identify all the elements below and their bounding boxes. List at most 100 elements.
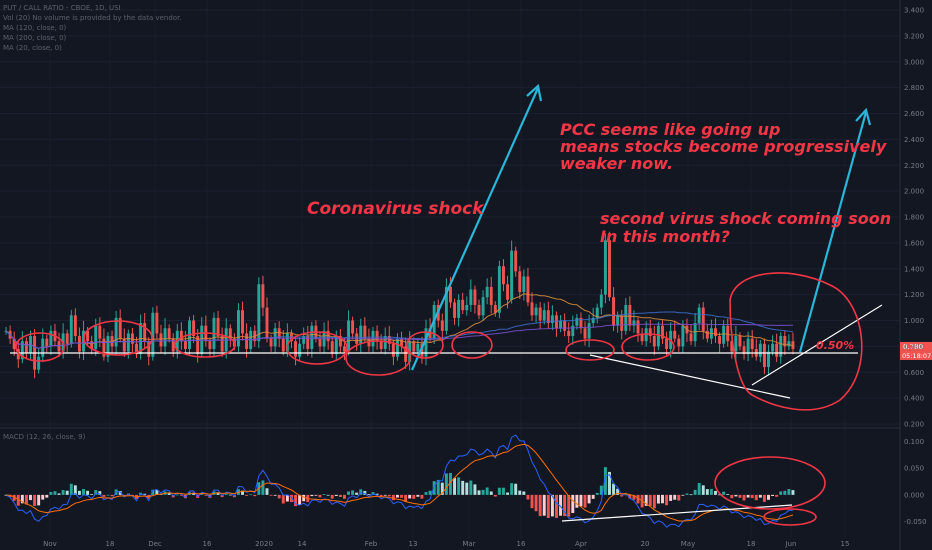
macd-histogram-bar: [359, 489, 363, 495]
macd-histogram-bar: [375, 493, 379, 495]
macd-histogram-bar: [485, 487, 489, 495]
candle-body: [469, 289, 473, 305]
candle-body: [269, 338, 273, 347]
candle-body: [599, 294, 603, 308]
macd-histogram-bar: [310, 494, 314, 497]
price-tick-label: 1.000: [904, 317, 924, 325]
macd-histogram-bar: [61, 490, 65, 495]
candle-body: [400, 338, 404, 347]
macd-histogram-bar: [697, 483, 701, 495]
macd-line: [5, 434, 794, 528]
macd-histogram-bar: [448, 472, 452, 495]
candle-body: [579, 317, 583, 329]
price-tick-label: 1.600: [904, 239, 924, 247]
candle-body: [497, 266, 501, 313]
candle-body: [595, 307, 599, 318]
ma-120-label[interactable]: MA (120, close, 0): [3, 24, 67, 32]
macd-histogram-bar: [192, 492, 196, 495]
macd-histogram-bar: [285, 494, 289, 502]
macd-histogram-bar: [53, 491, 57, 495]
candle-body: [383, 336, 387, 349]
candle-body: [102, 338, 106, 357]
macd-histogram-bar: [302, 494, 306, 502]
candle-body: [126, 333, 130, 352]
candle-body: [428, 328, 432, 339]
candle-body: [701, 307, 705, 331]
macd-histogram-bar: [273, 494, 277, 496]
macd-histogram-bar: [587, 494, 591, 504]
candle-body: [775, 343, 779, 357]
arrow-second-shock: [798, 107, 872, 353]
candle-body: [697, 307, 701, 324]
macd-histogram-bar: [216, 492, 220, 495]
time-axis[interactable]: Nov 18 Dec 16 2020 14 Feb 13 Mar 16 Apr 20 May 18 Jun 1…: [43, 540, 849, 548]
macd-histogram-bar: [444, 473, 448, 495]
price-tick-label: 0.600: [904, 369, 924, 377]
candle-body: [183, 341, 187, 349]
macd-histogram-bar: [612, 483, 616, 495]
ma-200-label[interactable]: MA (200, close, 0): [3, 34, 67, 42]
candle-body: [791, 341, 795, 349]
ma-20-label[interactable]: MA (20, close, 0): [3, 44, 62, 52]
price-axis[interactable]: 3.400 3.200 3.000 2.800 2.600 2.400 2.200 2.000…: [904, 7, 924, 429]
macd-histogram-bar: [579, 494, 583, 507]
macd-histogram-bar: [555, 494, 558, 518]
candle-body: [24, 341, 28, 353]
ma-200-line: [5, 323, 793, 349]
candle-body: [86, 330, 90, 342]
macd-histogram-bar: [730, 494, 734, 499]
macd-histogram-bar: [82, 488, 85, 495]
macd-histogram-bar: [477, 490, 481, 495]
macd-histogram-bar: [758, 494, 762, 498]
price-tick-label: 0.800: [904, 343, 924, 351]
candle-body: [656, 325, 660, 347]
macd-histogram-bar: [526, 494, 530, 500]
macd-histogram-bar: [685, 493, 689, 495]
candle-body: [82, 330, 85, 352]
candle-body: [567, 330, 571, 337]
candle-body: [171, 338, 175, 352]
candle-body: [787, 341, 791, 347]
volume-label[interactable]: Vol (20) No volume is provided by the da…: [3, 14, 182, 22]
candle-body: [493, 304, 497, 313]
macd-histogram-bar: [689, 494, 693, 496]
symbol-label[interactable]: PUT / CALL RATIO - CBOE, 1D, USI: [3, 4, 121, 12]
time-tick-label: 2020: [255, 540, 273, 548]
macd-histogram-bar: [514, 483, 518, 495]
macd-histogram-bar: [432, 481, 436, 495]
macd-axis[interactable]: 0.100 0.050 0.000 -0.050: [904, 438, 927, 526]
macd-histogram-bar: [241, 490, 244, 495]
macd-histogram-bar: [334, 494, 338, 497]
macd-histogram-bar: [599, 485, 603, 495]
candle-body: [424, 328, 428, 357]
macd-histogram-bar: [342, 494, 346, 499]
candle-body: [608, 240, 611, 298]
candle-body: [616, 315, 620, 326]
candle-body: [758, 343, 762, 357]
macd-histogram-bar: [412, 494, 416, 499]
macd-histogram-bar: [457, 477, 461, 495]
candle-body: [677, 338, 681, 347]
candle-body: [159, 333, 163, 347]
macd-legend[interactable]: MACD (12, 26, close, 9): [3, 433, 86, 441]
candle-body: [94, 325, 98, 349]
macd-histogram-bar: [522, 491, 526, 495]
candle-body: [542, 310, 546, 321]
candle-body: [591, 317, 595, 324]
macd-histogram-bar: [45, 494, 49, 498]
time-tick-label: 15: [841, 540, 850, 548]
candle-body: [506, 284, 510, 300]
candle-body: [363, 325, 367, 339]
candle-body: [624, 304, 628, 331]
macd-histogram-bar: [420, 494, 424, 499]
macd-histogram-bar: [714, 490, 717, 495]
macd-histogram-bar: [326, 494, 330, 496]
candle-body: [289, 333, 293, 342]
macd-histogram-bar: [469, 480, 473, 495]
candle-body: [236, 310, 240, 347]
macd-histogram-bar: [436, 479, 440, 495]
time-tick-label: Jun: [785, 540, 797, 548]
candle-body: [338, 336, 342, 347]
macd-histogram-bar: [608, 471, 611, 495]
